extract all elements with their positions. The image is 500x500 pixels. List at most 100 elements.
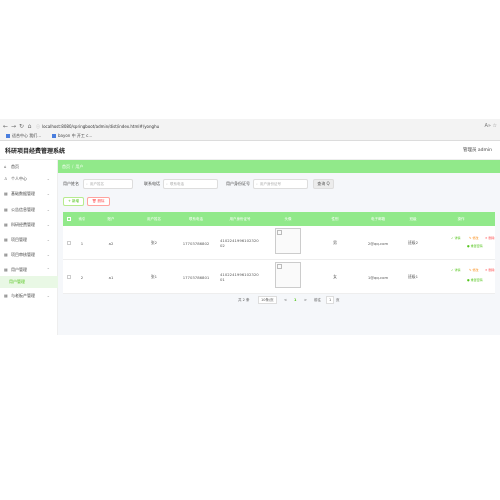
forward-icon[interactable]: → [10, 123, 17, 130]
checkbox-icon [67, 275, 71, 279]
reader-icon[interactable]: A» ☆ [484, 123, 497, 129]
cell-account: a2 [108, 240, 114, 246]
cell-email: 1@qq.com [367, 274, 389, 280]
sidebar: ⌂ 首页 ♙ 个人中心 ⌄ ▦ 基础数据管理 ⌄ ▦ 公告信息管理 ⌄ ▦ 科研经费管理 ⌄ ▦ 项… [0, 160, 58, 335]
grid-icon: ▦ [4, 191, 8, 196]
add-button[interactable]: + 新增 [63, 197, 85, 206]
app-header: 科研项目经费管理系统 管理员 admin [0, 141, 500, 160]
reset-password-button[interactable]: ● 重置密码 [467, 244, 483, 248]
delete-button[interactable]: 🗑 删除 [87, 197, 110, 206]
column-header: 账户 [107, 217, 115, 221]
next-page-button[interactable]: > [304, 298, 307, 302]
edit-button[interactable]: ✎ 修改 [469, 236, 479, 240]
info-icon: ⓘ [36, 124, 40, 129]
row-delete-button[interactable]: ✕ 删除 [485, 268, 495, 272]
pagination-total: 共 2 条 [238, 298, 250, 302]
sidebar-item-profile[interactable]: ♙ 个人中心 ⌄ [0, 172, 58, 186]
chevron-down-icon: ⌄ [46, 293, 50, 298]
row-delete-button[interactable]: ✕ 删除 [485, 236, 495, 240]
address-bar-row: ← → ↻ ⌂ ⓘ localhost:8080/springboot/admin… [0, 122, 500, 131]
row-checkbox[interactable] [63, 260, 75, 294]
sidebar-item-label: 项目管理 [11, 237, 27, 242]
cell-operations: ✓ 详情 ✎ 修改 ✕ 删除 ● 重置密码 [427, 226, 495, 260]
cell-idcard: 410224199610232002 [220, 238, 259, 248]
goto-suffix: 页 [336, 298, 340, 302]
sidebar-item-label: 项目审核管理 [11, 252, 35, 257]
cell-index: 1 [80, 240, 84, 246]
cell-class: 班级2 [407, 240, 418, 245]
sidebar-item-users[interactable]: ▦ 用户管理 ⌃ [0, 263, 58, 277]
detail-button[interactable]: ✓ 详情 [451, 268, 461, 272]
cell-phone: 17703786802 [182, 240, 210, 246]
search-input-name[interactable]: ⌕ 用户姓名 [83, 179, 133, 189]
bookmark-item[interactable]: 适合中心 我们… [6, 132, 41, 140]
goto-page-input[interactable]: 1 [326, 296, 335, 304]
sidebar-item-label: 首页 [11, 164, 19, 169]
sidebar-subitem-users[interactable]: 用户管理 [0, 276, 58, 288]
cell-idcard-wrap: 410224199610232002 [219, 226, 261, 260]
cell-idcard: 410224199610232001 [220, 272, 259, 282]
table-header: 索引 账户 用户姓名 联系电话 用户身份证号 头像 性别 电子邮箱 班级 操作 [63, 212, 495, 226]
edit-button[interactable]: ✎ 修改 [469, 268, 479, 272]
select-all-checkbox[interactable] [63, 212, 75, 226]
detail-label: 详情 [454, 268, 461, 272]
sidebar-item-label: 科研经费管理 [11, 222, 35, 227]
sidebar-item-home[interactable]: ⌂ 首页 [0, 160, 58, 174]
page-size-select[interactable]: 10条/页 [258, 296, 277, 304]
reload-icon[interactable]: ↻ [18, 123, 25, 130]
avatar-image-icon[interactable] [275, 262, 301, 288]
checkbox-icon [67, 217, 71, 221]
checkbox-icon [67, 241, 71, 245]
prev-page-button[interactable]: < [284, 298, 287, 302]
detail-label: 详情 [454, 236, 461, 240]
sidebar-item-notice[interactable]: ▦ 公告信息管理 ⌄ [0, 203, 58, 217]
reset-password-label: 重置密码 [470, 244, 483, 248]
search-icon: ⌕ [86, 182, 88, 186]
url-text: localhost:8080/springboot/admin/dist/ind… [42, 124, 160, 129]
table-row: 1 a2 张2 17703786802 410224199610232002 男… [63, 226, 495, 260]
user-menu[interactable]: 管理员 admin [462, 148, 492, 153]
column-header: 电子邮箱 [371, 217, 385, 221]
sidebar-item-project[interactable]: ▦ 项目管理 ⌄ [0, 233, 58, 247]
breadcrumb-home[interactable]: 首页 [62, 164, 70, 169]
url-field[interactable]: ⓘ localhost:8080/springboot/admin/dist/in… [36, 122, 159, 131]
reset-password-button[interactable]: ● 重置密码 [467, 278, 483, 282]
chevron-down-icon: ⌄ [46, 237, 50, 242]
sidebar-item-other[interactable]: ▦ 与老板产管理 ⌄ [0, 289, 58, 303]
search-icon: ⌕ [256, 182, 258, 186]
app-title: 科研项目经费管理系统 [5, 148, 66, 155]
user-icon: ♙ [4, 176, 8, 181]
search-form: 用户姓名 ⌕ 用户姓名 联系电话 ⌕ 联系电话 用户身份证号 ⌕ 用户身份证号 查询 … [58, 178, 500, 190]
table-row: 2 a1 张1 17703786801 410224199610232001 女… [63, 260, 495, 294]
search-input-idcard[interactable]: ⌕ 用户身份证号 [253, 179, 308, 189]
avatar-image-icon[interactable] [275, 228, 301, 254]
chevron-down-icon: ⌄ [46, 252, 50, 257]
grid-icon: ▦ [4, 252, 8, 257]
sidebar-item-project-review[interactable]: ▦ 项目审核管理 ⌄ [0, 248, 58, 262]
bookmark-icon [6, 134, 10, 138]
browser-chrome: ← → ↻ ⌂ ⓘ localhost:8080/springboot/admin… [0, 119, 500, 141]
query-button[interactable]: 查询 Q [313, 179, 334, 189]
home-nav-icon[interactable]: ⌂ [27, 123, 32, 130]
search-input-phone[interactable]: ⌕ 联系电话 [163, 179, 218, 189]
sidebar-item-funding[interactable]: ▦ 科研经费管理 ⌄ [0, 218, 58, 232]
column-header: 头像 [284, 217, 292, 221]
grid-icon: ▦ [4, 267, 8, 272]
sidebar-item-label: 基础数据管理 [11, 191, 35, 196]
grid-icon: ▦ [4, 207, 8, 212]
grid-icon: ▦ [4, 222, 8, 227]
sidebar-item-basic-data[interactable]: ▦ 基础数据管理 ⌄ [0, 187, 58, 201]
breadcrumb: 首页 / 用户 [62, 160, 83, 173]
chevron-down-icon: ⌄ [46, 176, 50, 181]
cell-gender: 女 [333, 274, 337, 279]
grid-icon: ▦ [4, 237, 8, 242]
detail-button[interactable]: ✓ 详情 [451, 236, 461, 240]
row-checkbox[interactable] [63, 226, 75, 260]
back-icon[interactable]: ← [2, 123, 9, 130]
search-placeholder: 用户姓名 [90, 182, 104, 186]
search-label-name: 用户姓名 [63, 181, 79, 186]
page-number-current[interactable]: 1 [294, 298, 297, 302]
cell-idcard-wrap: 410224199610232001 [219, 260, 261, 294]
cell-name: 张1 [150, 274, 158, 279]
bookmark-item[interactable]: bayon 中 开工 c… [52, 132, 92, 140]
